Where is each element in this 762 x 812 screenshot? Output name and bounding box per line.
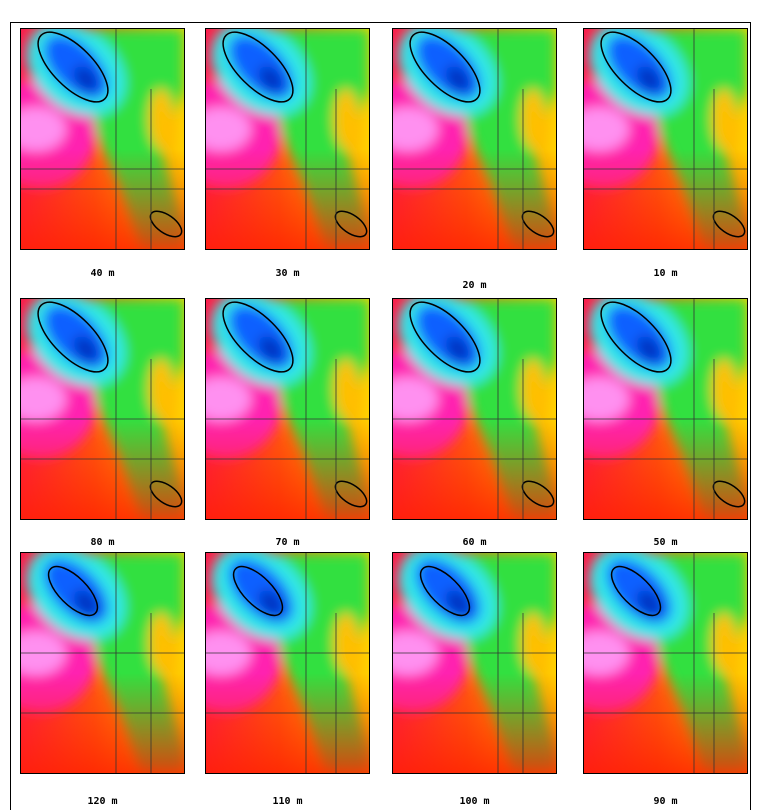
heatmap-panel xyxy=(205,298,370,520)
panel-label: 10 m xyxy=(583,268,748,279)
bottom-shade xyxy=(393,149,556,249)
heatmap-panel xyxy=(205,28,370,250)
yellow-blob xyxy=(521,613,545,673)
heatmap-panel xyxy=(583,298,748,520)
heatmap xyxy=(584,553,747,773)
panel-label: 50 m xyxy=(583,537,748,548)
bottom-shade xyxy=(393,673,556,773)
heatmap-panel xyxy=(20,552,185,774)
heatmap xyxy=(206,299,369,519)
yellow-blob xyxy=(712,613,736,673)
yellow-blob xyxy=(149,359,173,419)
panel-label: 90 m xyxy=(583,796,748,807)
yellow-blob xyxy=(521,359,545,419)
heatmap xyxy=(393,299,556,519)
heatmap xyxy=(393,29,556,249)
yellow-blob xyxy=(334,359,358,419)
yellow-blob xyxy=(712,89,736,149)
yellow-blob xyxy=(334,89,358,149)
heatmap xyxy=(21,29,184,249)
yellow-blob xyxy=(521,89,545,149)
heatmap-panel xyxy=(392,552,557,774)
heatmap xyxy=(21,553,184,773)
heatmap xyxy=(206,553,369,773)
bottom-shade xyxy=(584,673,747,773)
heatmap-panel xyxy=(583,28,748,250)
heatmap-panel xyxy=(20,28,185,250)
heatmap-panel xyxy=(205,552,370,774)
panel-label: 120 m xyxy=(20,796,185,807)
heatmap-panel xyxy=(20,298,185,520)
heatmap xyxy=(584,29,747,249)
bottom-shade xyxy=(206,149,369,249)
panel-label: 60 m xyxy=(392,537,557,548)
yellow-blob xyxy=(712,359,736,419)
panel-label: 80 m xyxy=(20,537,185,548)
page: (() => { const data = JSON.parse(documen… xyxy=(0,0,762,812)
bottom-shade xyxy=(393,419,556,519)
panel-label: 110 m xyxy=(205,796,370,807)
bottom-shade xyxy=(21,673,184,773)
heatmap xyxy=(206,29,369,249)
heatmap xyxy=(584,299,747,519)
heatmap-panel xyxy=(392,28,557,250)
bottom-shade xyxy=(206,673,369,773)
yellow-blob xyxy=(149,613,173,673)
panel-label: 40 m xyxy=(20,268,185,279)
bottom-shade xyxy=(21,419,184,519)
heatmap-panel xyxy=(392,298,557,520)
yellow-blob xyxy=(334,613,358,673)
panel-label: 20 m xyxy=(392,280,557,291)
panel-label: 70 m xyxy=(205,537,370,548)
bottom-shade xyxy=(584,149,747,249)
bottom-shade xyxy=(206,419,369,519)
bottom-shade xyxy=(21,149,184,249)
heatmap xyxy=(393,553,556,773)
heatmap-panel xyxy=(583,552,748,774)
panel-label: 100 m xyxy=(392,796,557,807)
yellow-blob xyxy=(149,89,173,149)
heatmap xyxy=(21,299,184,519)
bottom-shade xyxy=(584,419,747,519)
panel-label: 30 m xyxy=(205,268,370,279)
